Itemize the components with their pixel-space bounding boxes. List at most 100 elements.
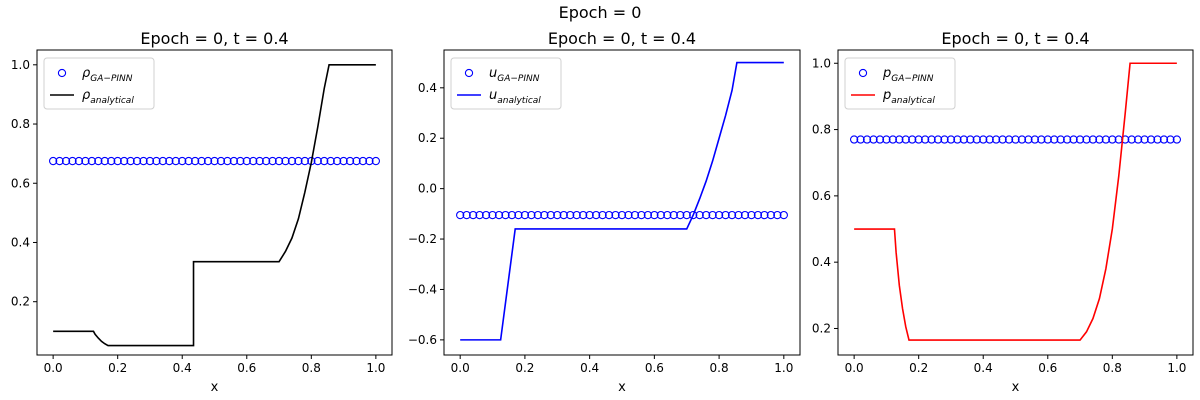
scatter-point [682,210,691,220]
scatter-point [1133,135,1143,144]
scatter-point [107,156,116,166]
scatter-point [1153,135,1162,144]
plot-area [456,61,788,341]
x-tick-label: 0.6 [237,361,256,375]
scatter-point [113,156,122,166]
scatter-point [953,135,962,144]
scatter-point [566,210,575,220]
scatter-point [1082,135,1091,144]
scatter-point [727,210,737,220]
scatter-point [598,210,607,220]
legend-label: pGA−PINN [882,66,934,84]
series-line-analytical [460,61,784,341]
scatter-point [862,135,872,144]
subplot-2: Epoch = 0, t = 0.4 0.0 0.2 0.4 0.6 0.8 1.0 −0.6… [408,29,801,395]
scatter-point [972,135,981,144]
legend-box [450,57,562,110]
scatter-point [773,210,782,220]
series-line-analytical [53,64,376,347]
scatter-point [714,210,724,220]
scatter-point [242,156,251,166]
subplot-3: Epoch = 0, t = 0.4 0.0 0.2 0.4 0.6 0.8 1.0 0.2 0… [812,29,1194,395]
x-axis-label: x [618,380,626,395]
scatter-point [637,210,646,220]
legend-label-base: p [882,88,891,103]
axes-frame [36,49,393,356]
legend-label-base: p [882,66,891,81]
scatter-point [888,135,898,144]
y-tick-label: 0.2 [418,131,437,145]
scatter-point [1069,135,1078,144]
scatter-point [1017,135,1027,144]
scatter-point [1159,135,1169,144]
x-axis-label: x [1012,380,1020,395]
scatter-point [352,156,361,166]
scatter-point [48,156,58,166]
scatter-point [979,135,988,144]
scatter-point [294,156,303,166]
x-tick-label: 0.2 [909,361,928,375]
scatter-point [998,135,1007,144]
scatter-point [572,210,581,220]
x-tick-label: 0.0 [845,361,864,375]
scatter-point [663,210,672,220]
scatter-point [456,210,465,220]
legend-label: panalytical [882,88,935,106]
subplot-1: Epoch = 0, t = 0.4 0.0 0.2 0.4 0.6 0.8 1.0 0.2 0… [11,29,393,395]
scatter-point [1088,135,1098,144]
scatter-point [145,156,155,166]
scatter-point [132,156,142,166]
scatter-point [165,156,174,166]
scatter-point [339,156,348,166]
legend-marker [57,68,67,78]
scatter-point [540,210,549,220]
legend-label-subscript: GA−PINN [497,74,539,84]
scatter-point [676,210,685,220]
subplot-title: Epoch = 0, t = 0.4 [548,29,696,48]
y-tick-label: 0.8 [812,123,831,137]
legend-label: ρanalytical [82,88,134,106]
y-tick-label: 0.2 [812,321,831,335]
scatter-point [1127,135,1136,144]
scatter-point [604,210,614,220]
scatter-point [178,156,187,166]
x-tick-label: 0.0 [44,361,63,375]
scatter-point [959,135,969,144]
scatter-point [313,156,322,166]
scatter-point [701,210,711,220]
scatter-point [689,210,698,220]
scatter-point [669,210,678,220]
figure-suptitle: Epoch = 0 [559,3,642,22]
scatter-point [210,156,219,166]
x-tick-label: 0.4 [974,361,993,375]
x-tick-label: 0.8 [302,361,321,375]
scatter-point [274,156,284,166]
scatter-point [617,210,627,220]
x-tick-label: 0.8 [1103,361,1122,375]
scatter-point [940,135,949,144]
legend-marker [464,68,474,78]
scatter-point [650,210,659,220]
subplot-title: Epoch = 0, t = 0.4 [140,29,288,48]
scatter-point [933,135,943,144]
y-tick-label: 0.4 [812,255,831,269]
scatter-point [268,156,277,166]
y-tick-label: 1.0 [812,56,831,70]
scatter-point [300,156,310,166]
scatter-point [753,210,763,220]
scatter-point [68,156,77,166]
scatter-point [533,210,543,220]
scatter-point [966,135,975,144]
x-tick-label: 1.0 [1167,361,1186,375]
scatter-point [158,156,168,166]
scatter-point [261,156,271,166]
scatter-point [914,135,923,144]
scatter-point [656,210,665,220]
scatter-point [875,135,885,144]
scatter-point [197,156,206,166]
x-tick-label: 0.6 [1038,361,1057,375]
scatter-point [740,210,750,220]
scatter-point [358,156,368,166]
